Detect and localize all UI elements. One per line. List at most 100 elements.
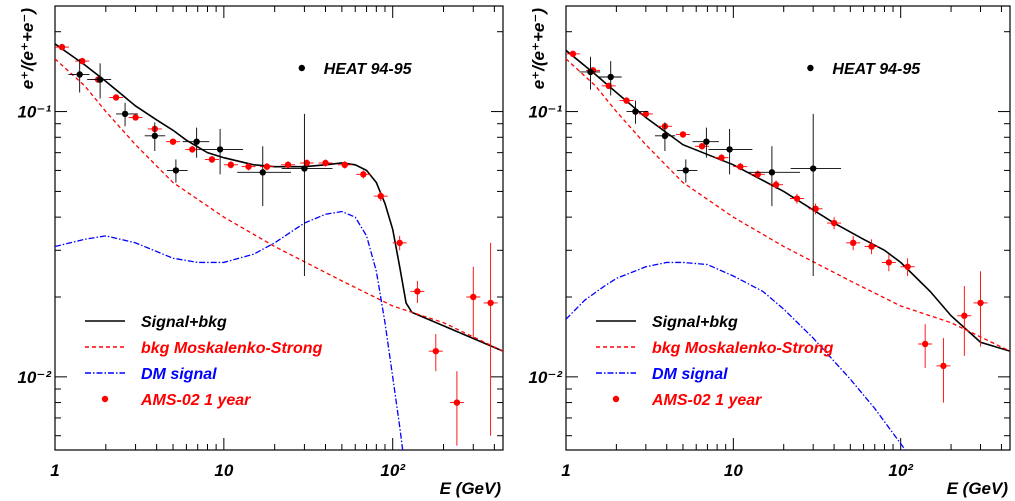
data-point xyxy=(679,131,687,138)
legend-label: Signal+bkg xyxy=(141,314,227,331)
data-point xyxy=(793,195,801,202)
legend-label: DM signal xyxy=(652,366,728,383)
heat-points xyxy=(579,56,842,276)
data-point xyxy=(904,263,911,270)
data-point xyxy=(470,293,477,301)
data-point xyxy=(227,161,235,169)
x-axis-ticks xyxy=(565,6,1002,450)
legend-label: AMS-02 1 year xyxy=(140,392,251,409)
data-point xyxy=(58,43,66,51)
data-point xyxy=(632,108,639,115)
data-point xyxy=(414,288,421,295)
plot-frame xyxy=(565,5,1011,451)
ams-points xyxy=(55,43,498,446)
y-axis-label: e⁺/(e⁺+e⁻) xyxy=(18,8,37,90)
heat-annotation: HEAT 94-95 xyxy=(324,61,413,78)
data-point xyxy=(868,243,875,250)
data-point xyxy=(360,171,367,178)
data-point xyxy=(607,73,614,81)
legend-marker xyxy=(612,395,620,403)
data-point xyxy=(885,259,893,266)
x-axis-label: E (GeV) xyxy=(440,479,502,498)
data-point xyxy=(977,299,984,307)
x-tick-label: 10 xyxy=(724,461,743,480)
x-axis-ticks xyxy=(54,6,495,450)
legend-label: Signal+bkg xyxy=(652,314,738,331)
x-tick-label: 1 xyxy=(50,461,59,480)
data-point xyxy=(768,169,776,176)
data-point xyxy=(453,399,461,406)
y-tick-label: 10⁻² xyxy=(528,368,563,387)
data-point xyxy=(772,181,780,188)
data-point xyxy=(79,57,86,65)
data-point xyxy=(263,163,271,170)
x-tick-label: 10 xyxy=(214,461,233,480)
heat-legend-marker xyxy=(298,64,305,72)
x-tick-label: 1 xyxy=(561,461,570,480)
legend-label: AMS-02 1 year xyxy=(651,392,762,409)
x-tick-label: 10² xyxy=(888,461,914,480)
x-axis-label: E (GeV) xyxy=(947,479,1009,498)
data-point xyxy=(76,71,83,78)
data-point xyxy=(396,239,403,247)
data-point xyxy=(642,110,650,118)
data-point xyxy=(961,312,968,319)
data-point xyxy=(112,94,120,101)
data-point xyxy=(623,97,630,104)
data-point xyxy=(121,110,129,118)
data-point xyxy=(432,347,440,355)
data-point xyxy=(809,165,817,172)
data-point xyxy=(377,192,384,200)
data-point xyxy=(940,362,947,370)
data-point xyxy=(96,76,104,83)
data-point xyxy=(682,167,690,174)
data-point xyxy=(587,68,594,76)
data-point xyxy=(301,165,308,172)
data-point xyxy=(830,219,838,227)
data-point xyxy=(812,205,819,213)
data-point xyxy=(737,163,744,170)
data-point xyxy=(132,114,139,121)
data-point xyxy=(698,143,706,150)
series-dashed-line xyxy=(566,58,1010,352)
legend-marker xyxy=(101,395,109,403)
data-point xyxy=(322,159,329,167)
data-point xyxy=(487,299,494,307)
series-dash-dot-line xyxy=(566,261,907,450)
y-axis-ticks xyxy=(55,31,503,437)
data-point xyxy=(169,138,177,145)
data-point xyxy=(245,163,252,170)
data-point xyxy=(193,138,200,145)
data-point xyxy=(661,132,669,140)
data-point xyxy=(849,239,857,247)
data-point xyxy=(703,138,710,145)
series-solid-line xyxy=(566,49,1010,352)
data-point xyxy=(569,50,577,58)
heat-points xyxy=(68,58,333,276)
data-point xyxy=(284,161,292,169)
legend-label: bkg Moskalenko-Strong xyxy=(652,340,834,357)
legend: Signal+bkg bkg Moskalenko-Strong DM signal… xyxy=(85,314,323,409)
legend-label: DM signal xyxy=(141,366,217,383)
data-point xyxy=(172,167,180,174)
data-point xyxy=(151,132,159,140)
legend-label: bkg Moskalenko-Strong xyxy=(141,340,323,357)
data-point xyxy=(921,340,929,348)
data-point xyxy=(216,146,224,153)
data-point xyxy=(303,159,311,167)
plot-0: 1 10 10² 10⁻¹ 10⁻² E (GeV) e⁺/(e⁺+e⁻) HEAT 94-9… xyxy=(17,5,504,498)
data-point xyxy=(341,161,348,169)
data-point xyxy=(208,156,216,163)
y-axis-ticks xyxy=(566,31,1010,437)
y-tick-label: 10⁻² xyxy=(17,368,52,387)
plot-frame xyxy=(54,5,504,451)
heat-legend-marker xyxy=(807,64,814,72)
data-point xyxy=(189,146,196,153)
data-point xyxy=(718,154,725,161)
plot-area xyxy=(566,49,1010,450)
x-tick-label: 10² xyxy=(380,461,406,480)
legend: Signal+bkg bkg Moskalenko-Strong DM signal… xyxy=(596,314,834,409)
